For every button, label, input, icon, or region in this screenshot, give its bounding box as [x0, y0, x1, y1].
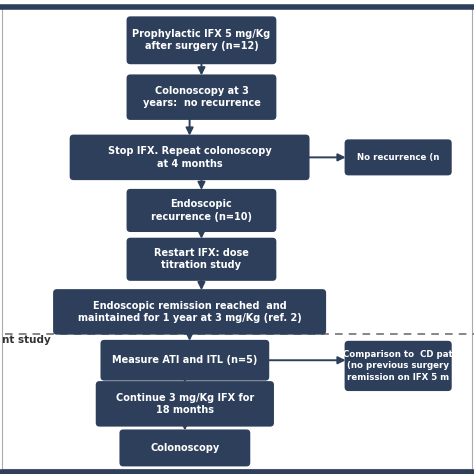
FancyBboxPatch shape [127, 238, 276, 281]
FancyBboxPatch shape [100, 340, 269, 381]
Text: Stop IFX. Repeat colonoscopy
at 4 months: Stop IFX. Repeat colonoscopy at 4 months [108, 146, 272, 169]
FancyBboxPatch shape [127, 74, 276, 120]
Text: Restart IFX: dose
titration study: Restart IFX: dose titration study [154, 248, 249, 271]
Text: Comparison to  CD pat
(no previous surgery
remission on IFX 5 m: Comparison to CD pat (no previous surger… [343, 350, 453, 382]
Text: Colonoscopy: Colonoscopy [150, 443, 219, 453]
Text: Continue 3 mg/Kg IFX for
18 months: Continue 3 mg/Kg IFX for 18 months [116, 392, 254, 415]
Text: No recurrence (n: No recurrence (n [357, 153, 439, 162]
Text: Endoscopic remission reached  and
maintained for 1 year at 3 mg/Kg (ref. 2): Endoscopic remission reached and maintai… [78, 301, 301, 323]
FancyBboxPatch shape [345, 139, 452, 175]
Text: Measure ATI and ITL (n=5): Measure ATI and ITL (n=5) [112, 355, 257, 365]
FancyBboxPatch shape [127, 189, 276, 232]
FancyBboxPatch shape [119, 429, 250, 466]
FancyBboxPatch shape [96, 381, 274, 427]
FancyBboxPatch shape [127, 17, 276, 64]
Text: Colonoscopy at 3
years:  no recurrence: Colonoscopy at 3 years: no recurrence [143, 86, 260, 109]
Text: Prophylactic IFX 5 mg/Kg
after surgery (n=12): Prophylactic IFX 5 mg/Kg after surgery (… [132, 29, 271, 52]
FancyBboxPatch shape [70, 135, 310, 180]
FancyBboxPatch shape [53, 289, 326, 335]
FancyBboxPatch shape [345, 341, 452, 391]
Text: Endoscopic
recurrence (n=10): Endoscopic recurrence (n=10) [151, 199, 252, 222]
Text: nt study: nt study [2, 335, 51, 346]
